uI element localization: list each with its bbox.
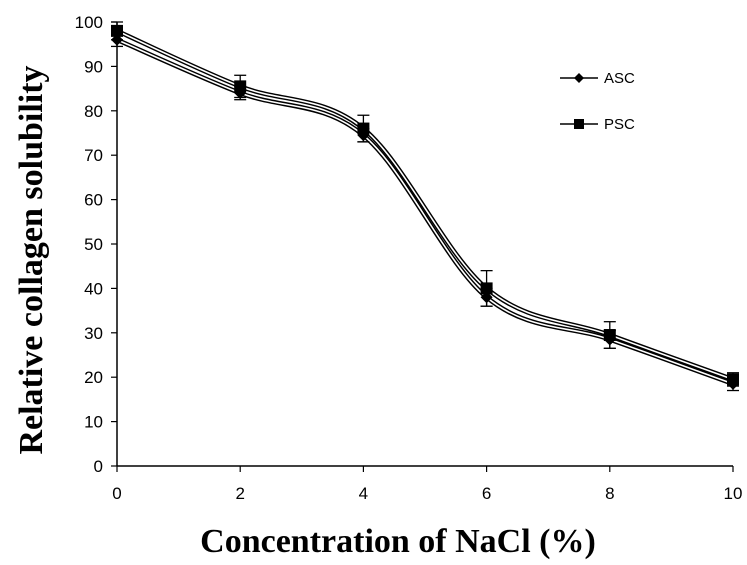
y-tick-label: 0 bbox=[94, 457, 103, 476]
series-line-psc bbox=[116, 28, 734, 382]
data-point-psc bbox=[357, 122, 370, 135]
x-tick-label: 0 bbox=[112, 484, 121, 503]
data-point-psc bbox=[480, 282, 493, 295]
x-tick-label: 6 bbox=[482, 484, 491, 503]
y-tick-label: 60 bbox=[84, 191, 103, 210]
legend-label-asc: ASC bbox=[604, 70, 635, 87]
y-tick-label: 20 bbox=[84, 368, 103, 387]
x-tick-label: 2 bbox=[235, 484, 244, 503]
data-point-psc bbox=[603, 329, 616, 342]
series-layer bbox=[111, 21, 739, 392]
y-tick-label: 10 bbox=[84, 413, 103, 432]
y-axis-title: Relative collagen solubility bbox=[13, 65, 50, 454]
series-line-inner-asc bbox=[116, 39, 734, 385]
series-line-inner-psc bbox=[116, 30, 734, 381]
y-tick-label: 90 bbox=[84, 57, 103, 76]
series-psc bbox=[111, 21, 739, 387]
legend-label-psc: PSC bbox=[604, 116, 635, 133]
legend: ASC PSC bbox=[560, 70, 635, 133]
x-tick-label: 4 bbox=[359, 484, 368, 503]
y-tick-label: 100 bbox=[75, 13, 103, 32]
legend-item-asc: ASC bbox=[560, 70, 635, 87]
x-tick-label: 8 bbox=[605, 484, 614, 503]
legend-marker-asc bbox=[574, 73, 584, 83]
y-tick-label: 30 bbox=[84, 324, 103, 343]
data-point-psc bbox=[727, 373, 739, 386]
data-point-psc bbox=[234, 80, 247, 93]
y-tick-label: 50 bbox=[84, 235, 103, 254]
x-tick-label: 10 bbox=[724, 484, 743, 503]
y-tick-label: 70 bbox=[84, 146, 103, 165]
data-point-psc bbox=[111, 24, 123, 37]
y-tick-label: 80 bbox=[84, 102, 103, 121]
legend-marker-psc bbox=[574, 119, 584, 129]
x-axis-title: Concentration of NaCl (%) bbox=[200, 523, 596, 560]
y-tick-label: 40 bbox=[84, 279, 103, 298]
legend-item-psc: PSC bbox=[560, 116, 635, 133]
axes: 0 10 20 30 40 50 60 70 80 90 100 0 2 4 6 8 10 bbox=[75, 13, 743, 503]
